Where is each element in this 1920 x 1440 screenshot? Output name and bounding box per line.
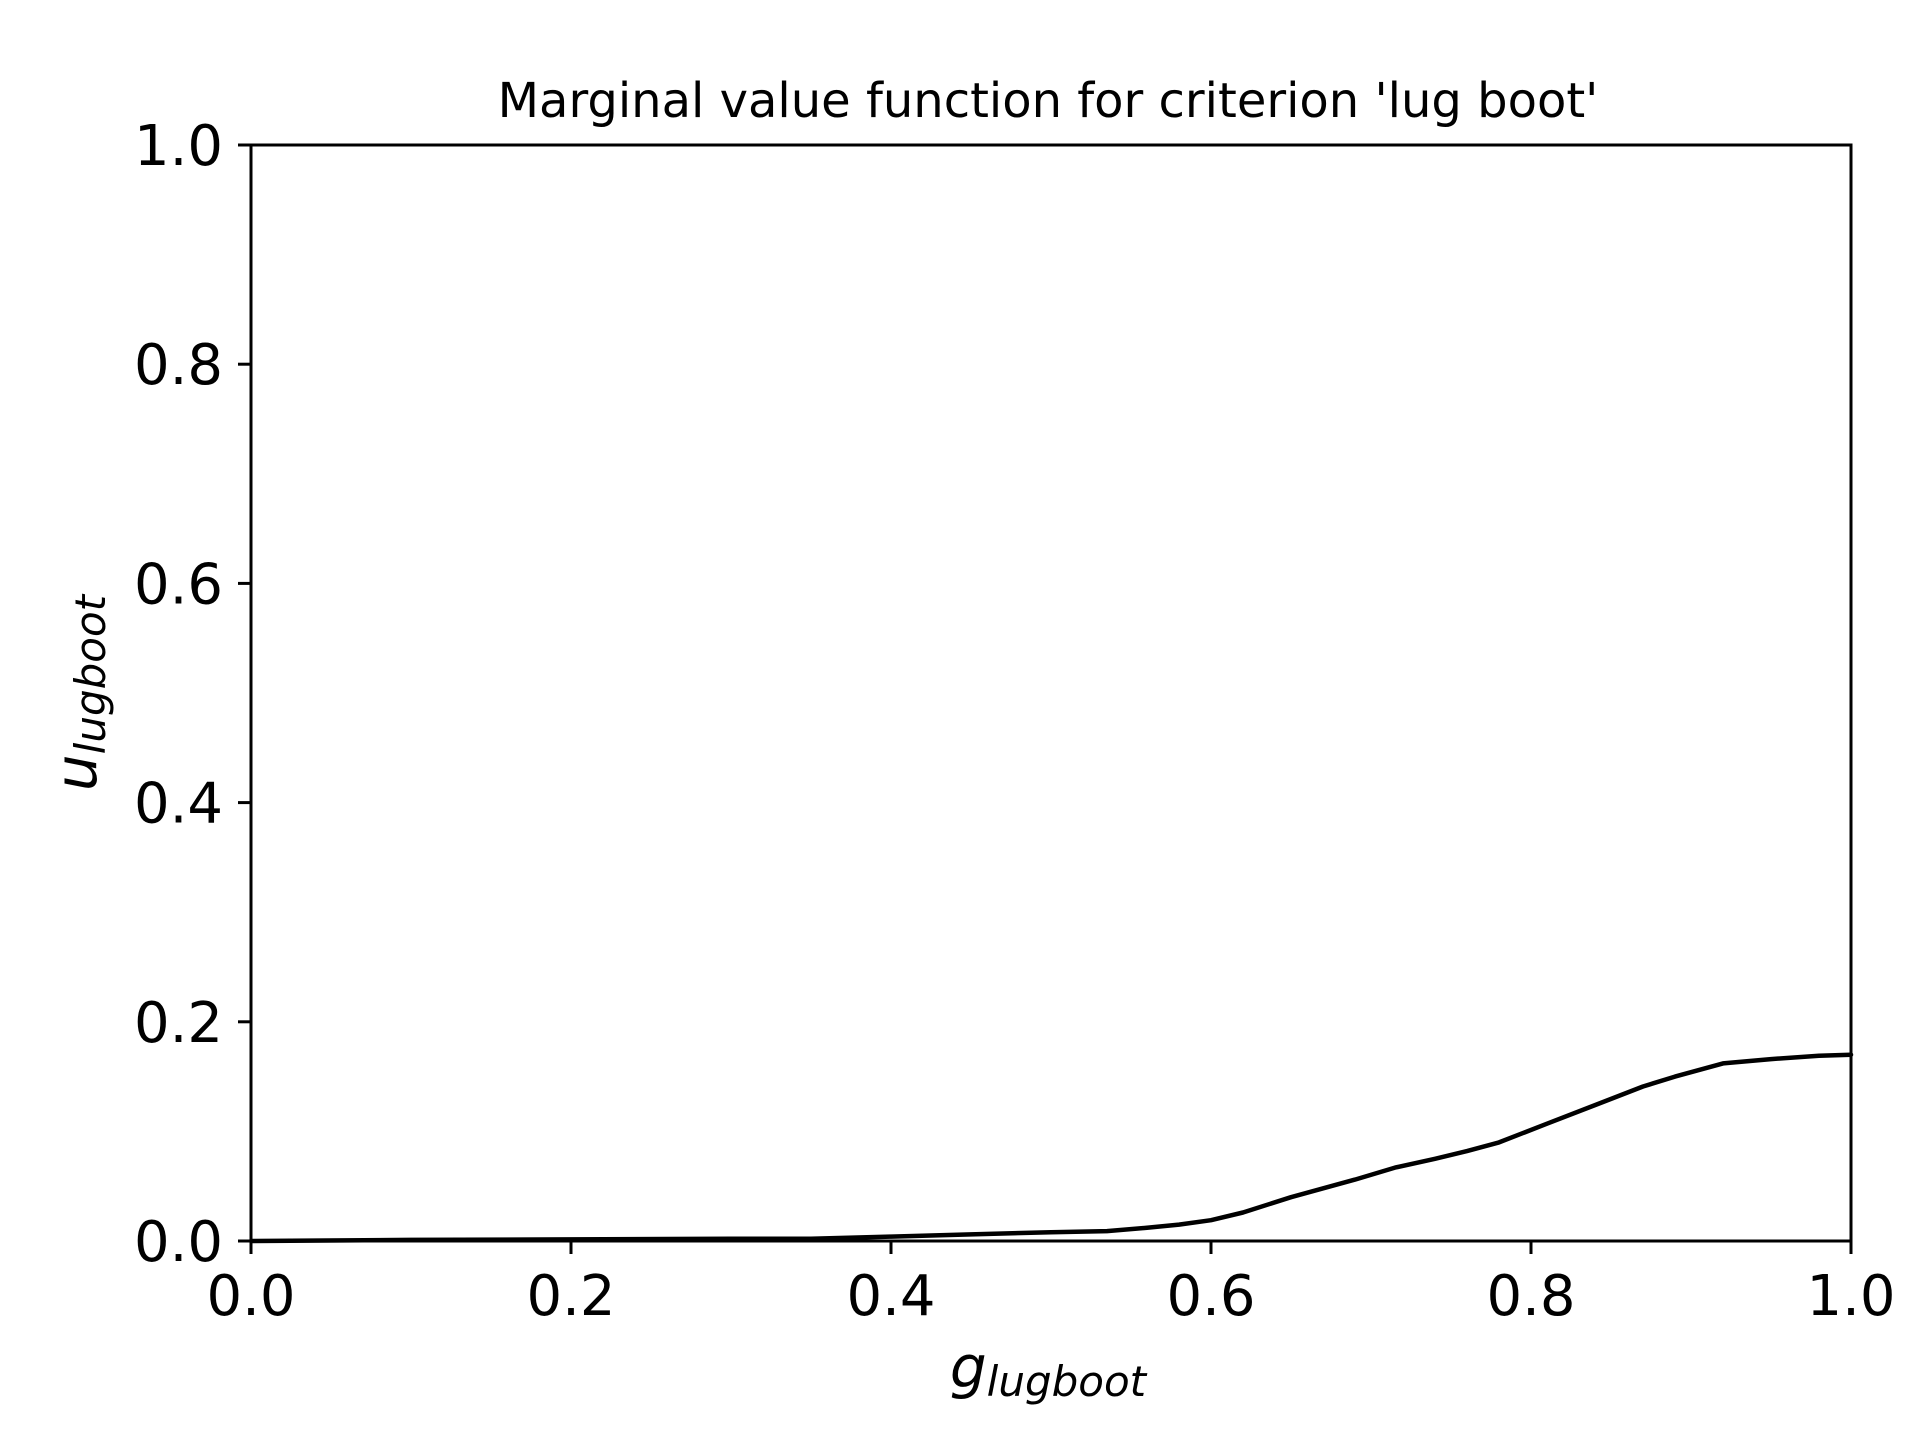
x-axis-label-main: g [950,1333,987,1401]
x-tick-label: 0.8 [1486,1264,1575,1329]
y-axis-label: ulugboot [42,593,115,791]
y-tick-label: 1.0 [134,114,223,179]
ticks-layer: 0.0 0.2 0.4 0.6 0.8 1.0 0.0 0.2 0.4 0.6 0.8 1.0 [134,114,1896,1329]
series-line [248,1052,1854,1244]
x-tick-label: 1.0 [1806,1264,1895,1329]
y-axis-label-sub: lugboot [66,593,115,754]
x-tick-label: 0.6 [1166,1264,1255,1329]
y-tick-label: 0.6 [134,552,223,617]
x-axis-label-sub: lugboot [987,1357,1148,1406]
y-tick-label: 0.8 [134,333,223,398]
x-tick-label: 0.4 [846,1264,935,1329]
y-tick-label: 0.2 [134,991,223,1056]
plot-frame [249,143,1853,1243]
x-tick-label: 0.0 [206,1264,295,1329]
y-axis-label-main: u [42,754,110,791]
y-tick-label: 0.4 [134,772,223,837]
y-tick-label: 0.0 [134,1210,223,1275]
series-layer [248,1052,1854,1244]
chart-title: Marginal value function for criterion 'l… [498,73,1599,129]
x-tick-label: 0.2 [526,1264,615,1329]
x-axis-label: glugboot [950,1333,1148,1406]
